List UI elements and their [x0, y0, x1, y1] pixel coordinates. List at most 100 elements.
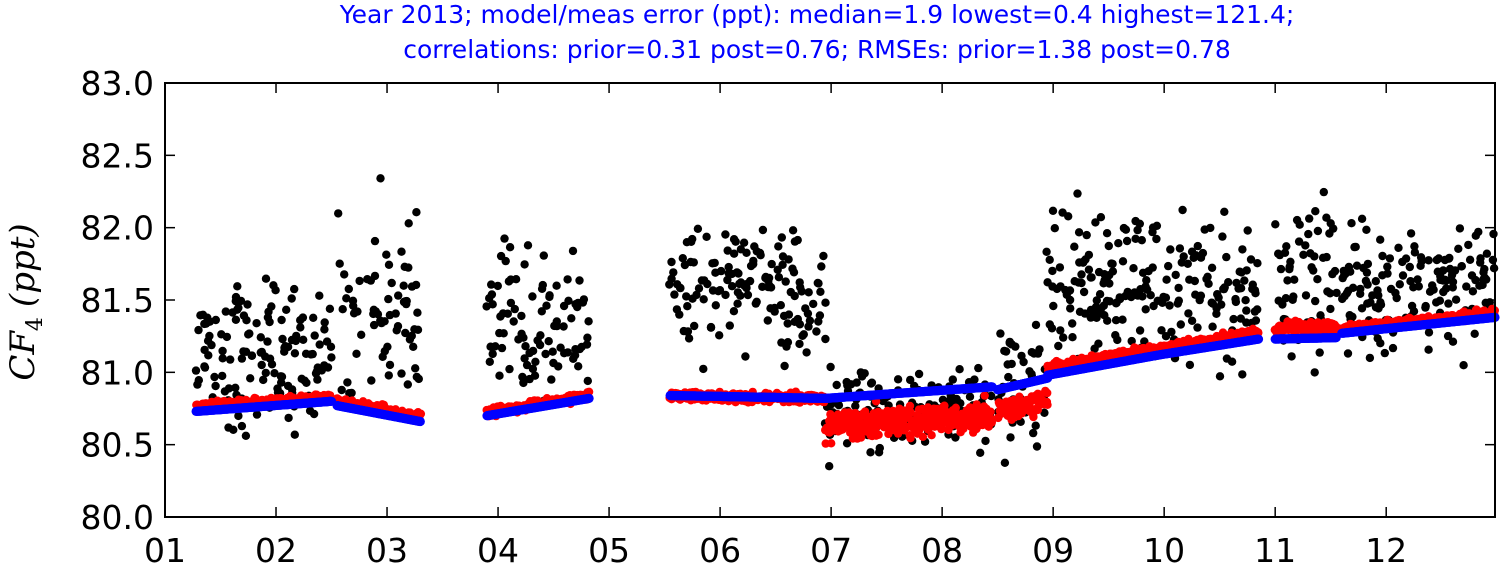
measured-point — [298, 313, 308, 322]
measured-point — [1448, 337, 1458, 346]
measured-point — [1137, 236, 1147, 245]
measured-point — [559, 322, 568, 331]
measured-point — [221, 307, 230, 316]
measured-point — [1376, 298, 1385, 307]
measured-point — [277, 372, 287, 381]
measured-point — [914, 369, 924, 379]
posterior-point — [874, 430, 883, 439]
measured-point — [1392, 293, 1401, 303]
measured-point — [1129, 264, 1138, 273]
measured-point — [1347, 219, 1356, 228]
measured-point — [716, 266, 726, 276]
measured-point — [1179, 252, 1188, 261]
measured-point — [309, 409, 319, 419]
measured-point — [1299, 250, 1308, 259]
measured-point — [402, 296, 411, 306]
measured-point — [749, 259, 758, 269]
measured-point — [261, 274, 271, 283]
measured-point — [384, 371, 393, 380]
measured-point — [1055, 263, 1065, 272]
measured-point — [1362, 225, 1371, 234]
measured-point — [766, 283, 776, 292]
measured-point — [1042, 247, 1051, 256]
measured-point — [327, 353, 336, 362]
y-axis-label: CF4(ppt) — [3, 223, 48, 380]
measured-point — [1229, 314, 1238, 324]
measured-point — [834, 401, 844, 410]
y-tick-label: 82.0 — [81, 209, 154, 248]
measured-point — [552, 321, 562, 331]
measured-point — [544, 337, 553, 346]
measured-point — [1236, 284, 1246, 293]
prior-series — [191, 312, 1500, 427]
measured-point — [539, 251, 548, 260]
measured-point — [742, 248, 751, 257]
measured-point — [1231, 294, 1240, 304]
measured-point — [488, 300, 497, 309]
measured-point — [1157, 326, 1166, 335]
measured-point — [1311, 207, 1320, 216]
measured-point — [805, 316, 815, 325]
measured-point — [1311, 296, 1320, 306]
measured-point — [758, 225, 768, 235]
measured-point — [387, 278, 396, 288]
measured-point — [1356, 289, 1365, 298]
posterior-point — [927, 431, 936, 440]
measured-point — [774, 273, 784, 282]
measured-point — [1326, 304, 1335, 314]
measured-point — [1253, 305, 1262, 314]
measured-point — [1004, 372, 1013, 382]
measured-point — [229, 425, 238, 434]
measured-point — [1294, 237, 1304, 246]
measured-point — [574, 362, 583, 371]
measured-point — [501, 256, 510, 266]
measured-point — [1470, 329, 1479, 338]
measured-point — [683, 327, 693, 336]
x-tick-label: 08 — [921, 531, 963, 568]
measured-point — [523, 241, 533, 250]
measured-point — [1127, 336, 1136, 346]
measured-point — [1032, 442, 1042, 451]
measured-point — [505, 243, 515, 252]
measured-point — [776, 301, 785, 310]
measured-point — [1146, 291, 1155, 300]
measured-point — [1167, 327, 1176, 337]
x-tick-label: 12 — [1365, 531, 1407, 568]
measured-point — [756, 251, 765, 260]
measured-point — [393, 322, 403, 331]
axis-ticks: 01 02 03 04 05 06 07 08 09 10 11 1280.080.581.081.5… — [81, 64, 1495, 568]
measured-point — [1251, 316, 1261, 325]
measured-point — [541, 349, 550, 359]
measured-point — [340, 270, 349, 279]
measured-point — [1445, 253, 1454, 263]
measured-series — [191, 174, 1499, 471]
measured-point — [1251, 289, 1260, 298]
measured-point — [1105, 297, 1114, 306]
measured-point — [739, 238, 749, 247]
measured-point — [290, 349, 300, 358]
measured-point — [397, 369, 406, 378]
measured-point — [781, 277, 790, 286]
measured-point — [493, 281, 502, 291]
measured-point — [826, 362, 835, 372]
measured-point — [688, 234, 697, 244]
plot-area — [191, 174, 1500, 471]
measured-point — [742, 283, 751, 293]
measured-point — [1313, 226, 1323, 236]
measured-point — [1178, 205, 1187, 215]
measured-point — [567, 314, 576, 323]
measured-point — [1064, 212, 1073, 221]
measured-point — [411, 280, 421, 290]
measured-point — [246, 374, 255, 383]
measured-point — [1378, 251, 1387, 261]
measured-point — [1176, 320, 1186, 329]
measured-point — [538, 280, 547, 290]
measured-point — [1190, 276, 1200, 286]
measured-point — [224, 384, 234, 393]
measured-point — [1135, 326, 1145, 335]
measured-point — [320, 325, 329, 334]
measured-point — [866, 448, 875, 457]
measured-point — [583, 333, 592, 342]
measured-point — [976, 448, 985, 457]
